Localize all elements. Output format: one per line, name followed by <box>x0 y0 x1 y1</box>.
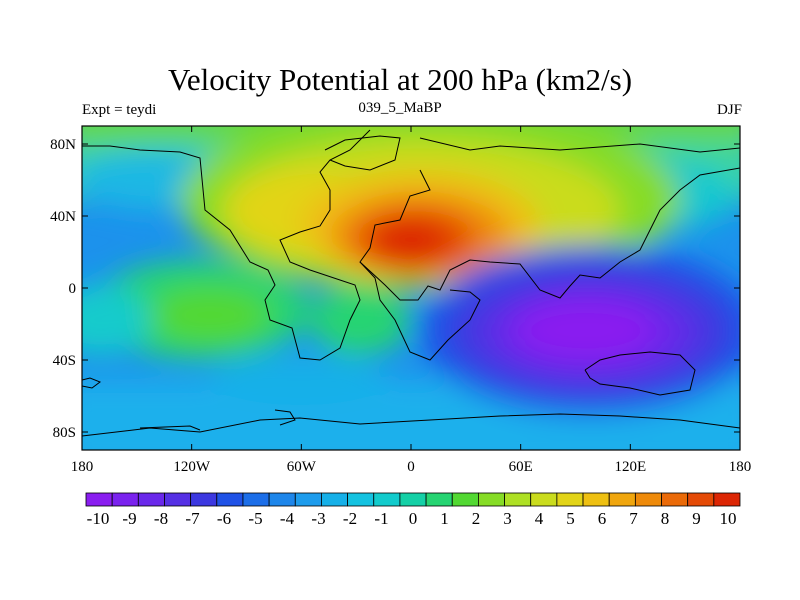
colorbar-swatch <box>216 492 244 507</box>
period-label: 039_5_MaBP <box>358 100 442 116</box>
colorbar-label: -8 <box>154 509 168 528</box>
x-tick-label: 120W <box>173 459 211 475</box>
colorbar-label: -5 <box>248 509 262 528</box>
colorbar-label: 0 <box>409 509 418 528</box>
colorbar-label: -1 <box>374 509 388 528</box>
colorbar-swatch <box>242 492 270 507</box>
x-tick-label: 60W <box>287 459 317 475</box>
x-tick-label: 60E <box>509 459 533 475</box>
colorbar-label: 10 <box>720 509 737 528</box>
colorbar-swatch <box>634 492 662 507</box>
colorbar-label: -7 <box>185 509 200 528</box>
colorbar-label: 8 <box>661 509 670 528</box>
colorbar-swatch <box>608 492 636 507</box>
colorbar-swatch <box>582 492 610 507</box>
colorbar-label: 4 <box>535 509 544 528</box>
colorbar-swatch <box>164 492 192 507</box>
x-tick-label: 180 <box>71 459 94 475</box>
colorbar-swatch <box>425 492 453 507</box>
colorbar-label: 6 <box>598 509 607 528</box>
colorbar-label: -10 <box>87 509 110 528</box>
colorbar-swatch <box>190 492 218 507</box>
plot-title: Velocity Potential at 200 hPa (km2/s) <box>167 62 633 97</box>
colorbar-label: 2 <box>472 509 481 528</box>
colorbar-label: 9 <box>692 509 701 528</box>
colorbar-swatch <box>477 492 505 507</box>
x-tick-label: 180 <box>729 459 752 475</box>
colorbar-swatch <box>399 492 427 507</box>
colorbar-swatch <box>556 492 584 507</box>
colorbar-swatch <box>451 492 479 507</box>
colorbar-label: 7 <box>629 509 638 528</box>
colorbar-swatch <box>713 492 741 507</box>
colorbar-label: -6 <box>217 509 231 528</box>
colorbar-label: 1 <box>440 509 449 528</box>
contour-field <box>82 126 740 450</box>
colorbar-swatch <box>687 492 715 507</box>
colorbar-swatch <box>373 492 401 507</box>
y-tick-label: 80N <box>50 137 76 153</box>
y-tick-label: 0 <box>69 281 77 297</box>
coastlines <box>82 129 740 437</box>
colorbar-swatch <box>111 492 139 507</box>
colorbar-swatch <box>85 492 113 507</box>
colorbar-swatch <box>504 492 532 507</box>
colorbar-label: -4 <box>280 509 295 528</box>
experiment-label: Expt = teydi <box>82 102 157 118</box>
colorbar-swatch <box>347 492 375 507</box>
y-tick-label: 40N <box>50 209 76 225</box>
y-tick-label: 40S <box>53 353 76 369</box>
x-tick-label: 120E <box>614 459 646 475</box>
season-label: DJF <box>716 102 742 118</box>
colorbar-label: 3 <box>503 509 512 528</box>
colorbar-swatch <box>294 492 322 507</box>
x-axis: 180 120W 60W 0 60E 120E 180 <box>71 126 752 475</box>
colorbar-swatch <box>137 492 165 507</box>
colorbar: -10 -9 -8 -7 -6 -5 -4 -3 -2 -1 0 1 2 3 4 5 6 7 8 9 10 <box>85 492 741 528</box>
colorbar-swatch <box>661 492 689 507</box>
colorbar-label: -2 <box>343 509 357 528</box>
colorbar-swatch <box>321 492 349 507</box>
colorbar-label: -3 <box>311 509 325 528</box>
colorbar-label: 5 <box>566 509 575 528</box>
colorbar-label: -9 <box>122 509 136 528</box>
y-tick-label: 80S <box>53 425 76 441</box>
colorbar-swatch <box>268 492 296 507</box>
x-tick-label: 0 <box>407 459 415 475</box>
y-axis: 80N 40N 0 40S 80S <box>50 137 740 441</box>
colorbar-swatch <box>530 492 558 507</box>
